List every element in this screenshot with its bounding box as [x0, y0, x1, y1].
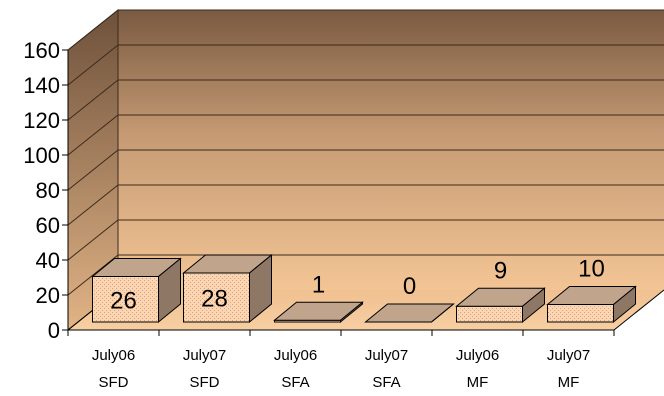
data-label: 9 [494, 257, 507, 284]
bar-2 [182, 253, 273, 324]
grid-lines [67, 9, 664, 331]
y-tick-label: 80 [36, 178, 60, 203]
side-gridline-120 [67, 79, 119, 121]
bars [91, 253, 637, 324]
bar-3 [273, 301, 364, 324]
y-tick-label: 160 [23, 38, 60, 63]
bar-front [92, 276, 159, 323]
y-tick-label: 120 [23, 108, 60, 133]
x-tick-label: July07 [547, 347, 590, 364]
data-labels: 26 281 09 10 [110, 256, 605, 315]
side-gridline-160 [67, 9, 119, 51]
x-tick-label: SFD [99, 374, 129, 391]
x-tick-label: MF [467, 374, 489, 391]
side-gridline-60 [67, 184, 119, 226]
bar-side [431, 303, 454, 323]
bar-side [249, 253, 272, 324]
data-label: 28 [201, 286, 228, 313]
x-tick-label: SFA [372, 374, 400, 391]
y-axis: 0 20 40 60 80 100 120 140 160 [23, 38, 69, 343]
bar-1 [91, 257, 182, 324]
bar-6 [546, 285, 637, 324]
bar-front [547, 304, 614, 323]
x-tick-label: SFD [190, 374, 220, 391]
bar-4 [364, 303, 455, 323]
y-tick-label: 40 [36, 248, 60, 273]
x-tick-label: July07 [183, 347, 226, 364]
y-tick-label: 140 [23, 73, 60, 98]
floor-edge [613, 289, 664, 331]
x-tick-label: SFA [281, 374, 309, 391]
side-gridline-80 [67, 149, 119, 191]
y-tick-label: 100 [23, 143, 60, 168]
bar-side [613, 285, 636, 324]
x-axis: July06 SFD July07 SFD July06 SFA July07 SFA July… [67, 289, 664, 391]
x-tick-label: MF [558, 374, 580, 391]
bar-5 [455, 287, 546, 324]
x-tick-label: July06 [92, 347, 135, 364]
side-gridline-20 [67, 254, 119, 296]
x-tick-label: July07 [365, 347, 408, 364]
side-gridline-100 [67, 114, 119, 156]
side-gridline-40 [67, 219, 119, 261]
data-label: 26 [110, 287, 137, 314]
y-tick-label: 0 [48, 318, 60, 343]
side-gridline-140 [67, 44, 119, 86]
bar-side [522, 287, 545, 324]
bar-side [158, 257, 181, 324]
bar-front [456, 305, 523, 323]
bar-front [183, 272, 250, 323]
data-label: 0 [403, 273, 416, 300]
x-tick-label: July06 [274, 347, 317, 364]
data-label: 10 [578, 256, 605, 283]
bar-side [340, 301, 363, 324]
y-tick-label: 60 [36, 213, 60, 238]
data-label: 1 [312, 271, 325, 298]
x-tick-label: July06 [456, 347, 499, 364]
y-tick-label: 20 [36, 283, 60, 308]
